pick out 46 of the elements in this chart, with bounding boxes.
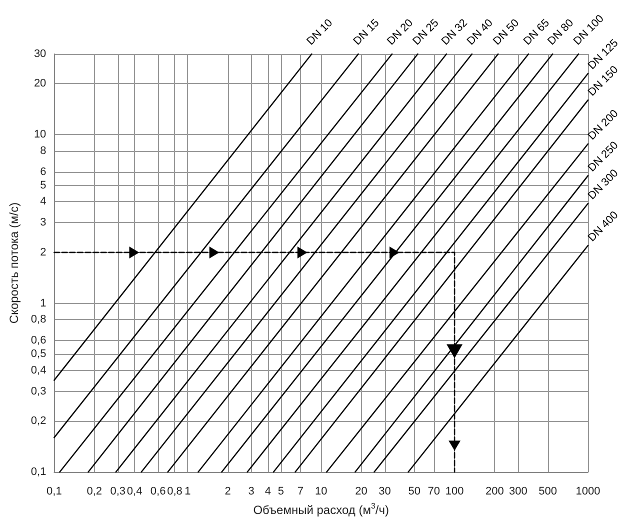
y-tick-label: 5 [40,179,46,192]
x-tick-label: 1000 [576,486,600,498]
text: DN 50 [491,17,522,48]
x-tick-label: 2 [224,486,231,498]
y-tick-label: 0,1 [30,466,46,478]
x-tick-label: 7 [297,486,304,498]
x-tick-label: 5 [278,486,284,498]
x-tick-label: 30 [378,486,391,498]
x-tick-label: 50 [408,486,420,498]
y-axis-title: Скорость потока (м/с) [7,202,21,324]
y-tick-label: 4 [40,196,46,208]
y-tick-label: 10 [34,128,46,141]
x-tick-label: 20 [355,486,368,498]
x-tick-label: 300 [509,486,528,498]
y-tick-label: 1 [40,297,46,310]
y-tick-label: 0,5 [30,348,46,360]
y-tick-label: 0,4 [30,364,46,376]
x-tick-label: 1 [184,486,191,498]
text: DN 200 [586,108,621,142]
x-tick-label: 70 [428,486,440,498]
text: DN 100 [571,12,606,48]
x-tick-label: 0,2 [86,486,102,498]
x-tick-label: 200 [486,486,504,498]
y-tick-label: 6 [40,166,46,178]
y-tick-label: 2 [40,246,46,258]
y-tick-label: 20 [34,78,46,90]
y-tick-label: 0,8 [30,314,46,326]
text: DN 15 [351,17,382,48]
text: DN 10 [304,17,336,48]
x-tick-label: 0,4 [126,486,142,498]
y-tick-label: 30 [34,48,46,60]
y-tick-label: 0,3 [30,385,46,398]
text: DN 25 [410,17,442,48]
x-tick-label: 0,3 [110,486,126,498]
x-tick-label: 3 [248,486,254,498]
y-tick-label: 0,6 [30,334,46,347]
y-tick-label: 3 [40,216,46,229]
x-tick-label: 4 [264,486,272,498]
text: DN 400 [586,209,621,244]
x-tick-label: 500 [538,486,558,498]
x-tick-label: 10 [314,486,328,498]
x-tick-label: 0,6 [150,486,166,498]
y-tick-label: 8 [40,144,46,157]
x-tick-label: 100 [445,486,464,498]
x-tick-label: 0,8 [167,486,182,498]
y-tick-label: 0,2 [30,415,46,428]
